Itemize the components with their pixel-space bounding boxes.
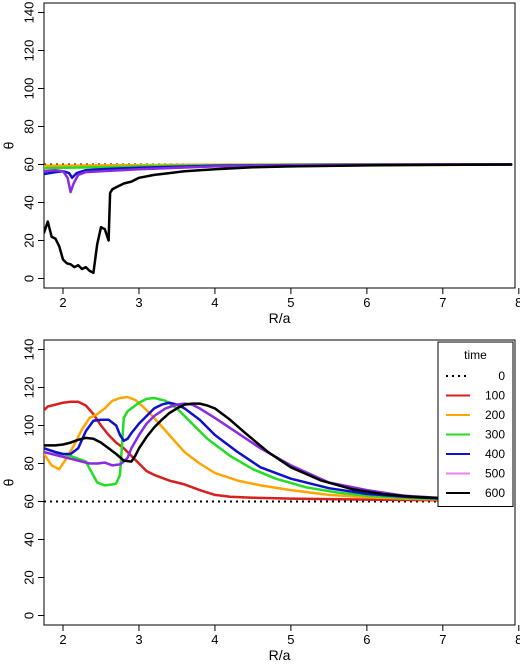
y-tick-label: 60	[21, 494, 36, 508]
y-tick-label: 120	[21, 377, 36, 399]
y-tick-label: 140	[21, 2, 36, 24]
y-tick-label: 100	[21, 415, 36, 437]
plot-2: 2 3 4 5 6 7 8020406080100120140R/aθtime0100200…	[1, 339, 520, 663]
x-axis-title: R/a	[269, 647, 291, 663]
y-tick-label: 60	[21, 157, 36, 171]
y-tick-label: 0	[21, 275, 36, 282]
y-tick-label: 40	[21, 195, 36, 209]
legend-box	[437, 341, 514, 507]
series-line-300	[44, 396, 513, 502]
x-tick-label: 3	[135, 295, 142, 310]
series-line-500	[44, 402, 513, 501]
x-tick-label: 4	[211, 632, 218, 647]
x-tick-label: 6	[363, 295, 370, 310]
y-tick-label: 40	[21, 532, 36, 546]
series-group	[44, 163, 513, 275]
legend: time 0 100 200 300 400 500 600	[437, 341, 514, 507]
x-tick-label: 2	[59, 295, 66, 310]
legend-label: 200	[485, 408, 505, 422]
legend-title: time	[464, 348, 487, 362]
series-line-6	[44, 163, 513, 275]
series-line-400	[44, 401, 513, 502]
y-tick-label: 20	[21, 233, 36, 247]
legend-label: 500	[485, 467, 505, 481]
legend-label: 300	[485, 428, 505, 442]
y-tick-label: 80	[21, 456, 36, 470]
legend-label: 400	[485, 447, 505, 461]
legend-label: 100	[485, 389, 505, 403]
x-tick-label: 7	[439, 295, 446, 310]
y-axis-title: θ	[1, 141, 17, 149]
series-group	[44, 395, 513, 503]
x-tick-label: 8	[515, 295, 520, 310]
plot-frame	[43, 2, 516, 289]
y-tick-label: 80	[21, 119, 36, 133]
x-tick-label: 6	[363, 632, 370, 647]
x-tick-label: 8	[515, 632, 520, 647]
plot-frame	[43, 339, 516, 626]
y-tick-label: 20	[21, 570, 36, 584]
y-axis-title: θ	[1, 478, 17, 486]
y-tick-label: 140	[21, 339, 36, 361]
x-tick-label: 5	[287, 632, 294, 647]
series-line-600	[44, 402, 513, 502]
x-tick-label: 7	[439, 632, 446, 647]
y-tick-label: 100	[21, 78, 36, 100]
x-tick-label: 4	[211, 295, 218, 310]
y-tick-label: 120	[21, 40, 36, 62]
series-line-100	[44, 400, 513, 502]
legend-label: 600	[485, 486, 505, 500]
x-axis-title: R/a	[269, 310, 291, 326]
y-tick-label: 0	[21, 612, 36, 619]
legend-label: 0	[498, 369, 505, 383]
x-tick-label: 3	[135, 632, 142, 647]
x-tick-label: 2	[59, 632, 66, 647]
x-tick-label: 5	[287, 295, 294, 310]
